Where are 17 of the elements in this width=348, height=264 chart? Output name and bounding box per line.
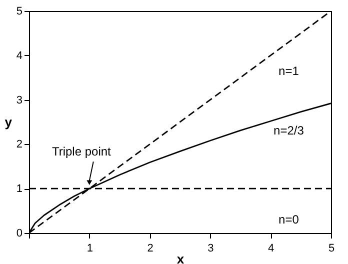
x-tick-label: 3 bbox=[208, 242, 214, 254]
x-tick-label: 4 bbox=[268, 242, 274, 254]
x-axis-title: x bbox=[176, 252, 185, 264]
y-tick-label: 5 bbox=[16, 6, 22, 18]
x-tick-label: 1 bbox=[86, 242, 93, 254]
y-axis-title: y bbox=[4, 114, 13, 130]
series-label: n=0 bbox=[278, 212, 300, 227]
y-tick-label: 2 bbox=[16, 138, 22, 151]
y-tick-label: 4 bbox=[16, 50, 22, 62]
x-tick-label: 5 bbox=[328, 242, 335, 254]
annotation: Triple point bbox=[52, 144, 112, 159]
x-tick-label: 2 bbox=[147, 242, 154, 254]
y-tick-label: 3 bbox=[16, 94, 22, 106]
series-label: n=1 bbox=[278, 64, 300, 78]
series-label: n=2/3 bbox=[274, 124, 304, 138]
y-tick-label: 0 bbox=[16, 228, 22, 240]
y-tick-label: 1 bbox=[16, 183, 22, 196]
